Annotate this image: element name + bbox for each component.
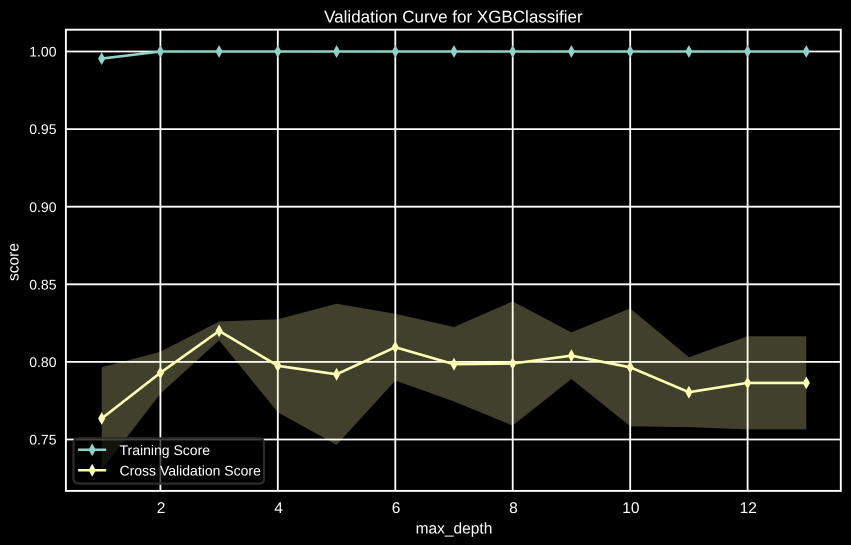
svg-text:Training Score: Training Score [120,442,211,458]
svg-text:Cross Validation Score: Cross Validation Score [120,462,262,478]
svg-text:10: 10 [622,500,640,517]
svg-text:0.75: 0.75 [29,432,56,448]
svg-text:12: 12 [740,500,757,517]
svg-text:4: 4 [274,500,283,517]
svg-text:max_depth: max_depth [416,521,493,538]
svg-text:1.00: 1.00 [29,44,56,60]
svg-text:score: score [5,243,22,281]
svg-text:Validation Curve for XGBClassi: Validation Curve for XGBClassifier [324,7,583,26]
svg-text:8: 8 [509,500,518,517]
svg-text:0.85: 0.85 [29,276,56,292]
svg-text:0.80: 0.80 [29,354,56,370]
svg-text:6: 6 [392,500,401,517]
svg-text:0.90: 0.90 [29,199,56,215]
svg-text:0.95: 0.95 [29,121,56,137]
svg-text:2: 2 [157,500,166,517]
